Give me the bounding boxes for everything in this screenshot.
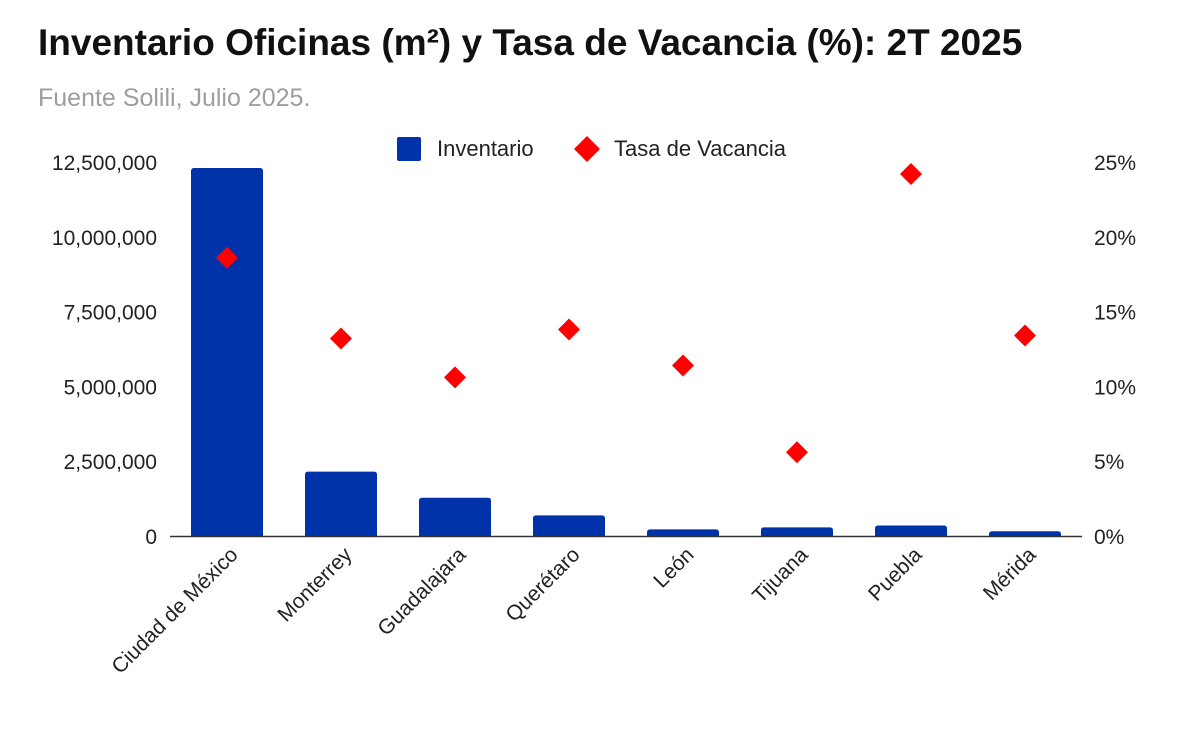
left-tick-label: 2,500,000 [64, 451, 157, 474]
x-tick-label: Puebla [864, 543, 927, 606]
legend-vacancia-swatch [574, 136, 600, 162]
x-axis: Ciudad de México Monterrey Guadalajara Quer… [107, 543, 1040, 678]
legend-inventario-label: Inventario [437, 136, 534, 161]
bar-3 [419, 497, 491, 536]
x-tick-label: Monterrey [273, 543, 356, 626]
vacancy-point-8 [1014, 324, 1036, 347]
left-tick-label: 10,000,000 [52, 227, 157, 250]
left-tick-label: 0 [145, 526, 157, 549]
bar-6 [761, 527, 833, 536]
legend: Inventario Tasa de Vacancia [397, 136, 787, 162]
right-tick-label: 15% [1094, 302, 1136, 325]
legend-inventario-swatch [397, 137, 421, 161]
vacancy-point-7 [900, 162, 922, 185]
chart-subtitle: Fuente Solili, Julio 2025. [38, 84, 311, 112]
right-tick-label: 20% [1094, 227, 1136, 250]
x-tick-label: Mérida [979, 543, 1041, 605]
vacancy-point-2 [330, 327, 352, 350]
left-tick-label: 12,500,000 [52, 152, 157, 175]
vacancy-point-5 [672, 354, 694, 377]
right-tick-label: 0% [1094, 526, 1124, 549]
x-tick-label: Ciudad de México [107, 543, 242, 678]
bar-4 [533, 515, 605, 536]
x-tick-label: Tijuana [748, 543, 813, 608]
left-axis: 0 2,500,000 5,000,000 7,500,000 10,000,000 12… [52, 152, 157, 549]
left-tick-label: 5,000,000 [64, 376, 157, 399]
right-tick-label: 25% [1094, 152, 1136, 175]
legend-vacancia-label: Tasa de Vacancia [614, 136, 787, 161]
bar-1 [191, 167, 263, 536]
vacancy-point-1 [216, 246, 238, 269]
x-tick-label: Querétaro [501, 543, 584, 626]
x-tick-label: León [649, 543, 698, 592]
bar-group [191, 167, 1061, 536]
right-tick-label: 5% [1094, 451, 1124, 474]
bar-8 [989, 531, 1061, 536]
right-tick-label: 10% [1094, 376, 1136, 399]
right-axis: 0% 5% 10% 15% 20% 25% [1094, 152, 1136, 549]
left-tick-label: 7,500,000 [64, 302, 157, 325]
vacancy-point-3 [444, 366, 466, 389]
chart-title: Inventario Oficinas (m²) y Tasa de Vacan… [38, 22, 1023, 63]
bar-7 [875, 525, 947, 536]
vacancy-point-6 [786, 441, 808, 464]
bar-2 [305, 471, 377, 536]
x-tick-label: Guadalajara [373, 543, 470, 640]
vacancy-point-4 [558, 318, 580, 341]
point-group [216, 162, 1036, 464]
bar-5 [647, 529, 719, 536]
